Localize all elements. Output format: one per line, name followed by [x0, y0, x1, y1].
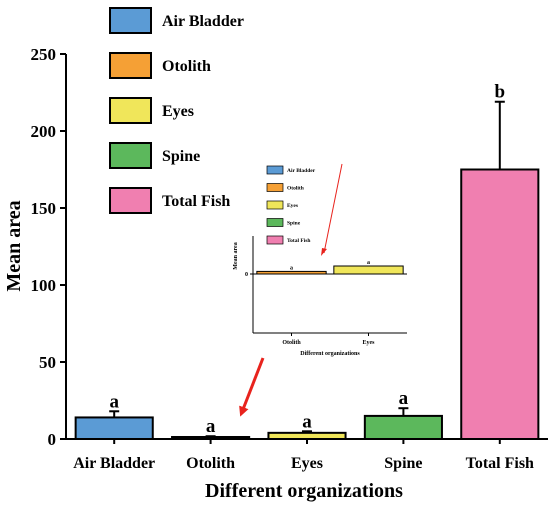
main-legend-label: Eyes — [162, 103, 194, 120]
inset-bar — [333, 265, 404, 275]
inset-x-tick-label: Eyes — [363, 340, 376, 346]
main-x-tick-label: Spine — [384, 455, 422, 472]
main-legend-label: Spine — [162, 148, 200, 165]
main-y-axis-label: Mean area — [3, 200, 25, 291]
main-bar — [74, 416, 154, 441]
inset-x-axis-label: Different organizations — [300, 351, 360, 357]
inset-legend-label: Eyes — [287, 203, 298, 209]
main-legend-swatch — [109, 142, 152, 169]
inset-x-tick-label: Otolith — [282, 340, 301, 346]
inset-legend-label: Spine — [287, 221, 301, 227]
main-significance-letter: a — [206, 416, 216, 437]
inset-bar — [256, 270, 327, 275]
main-legend-swatch — [109, 97, 152, 124]
inset-legend-swatch — [266, 165, 284, 175]
inset-x-ticks: Otolith Eyes — [282, 333, 375, 346]
main-y-tick-label: 200 — [31, 122, 57, 141]
main-x-ticks: Air Bladder Otolith Eyes Spine Total Fish — [73, 439, 534, 472]
inset-significance-letter: a — [290, 265, 293, 271]
inset-legend-label: Otolith — [287, 186, 304, 192]
inset-plot: 0 aa Otolith Eyes Mean area Different org… — [233, 162, 410, 357]
inset-red-arrow — [323, 163, 343, 254]
inset-legend-swatch — [266, 218, 284, 227]
inset-significance-letter: a — [367, 260, 370, 266]
inset-legend: Air Bladder Otolith Eyes Spine Total Fish — [266, 165, 316, 245]
main-red-arrow — [239, 357, 265, 417]
main-legend-label: Total Fish — [162, 193, 230, 210]
main-x-tick-label: Otolith — [186, 455, 235, 472]
main-legend-label: Otolith — [162, 58, 211, 75]
main-y-tick-label: 150 — [31, 199, 57, 218]
inset-legend-swatch — [266, 235, 284, 245]
inset-bars: aa — [256, 260, 404, 275]
inset-y-axis-label: Mean area — [233, 242, 239, 269]
main-significance-letter: a — [109, 391, 119, 412]
main-significance-letter: b — [495, 82, 506, 103]
main-x-tick-label: Air Bladder — [73, 455, 155, 472]
inset-legend-swatch — [266, 200, 284, 210]
main-bar — [171, 435, 251, 440]
main-y-tick-label: 50 — [39, 353, 56, 372]
main-significance-letter: a — [302, 411, 312, 432]
main-legend-swatch — [109, 52, 152, 79]
main-bars: aa aab — [74, 82, 540, 441]
main-legend-swatch — [109, 187, 152, 214]
inset-y-tick-label: 0 — [245, 272, 248, 278]
main-x-tick-label: Total Fish — [466, 455, 534, 472]
main-significance-letter: a — [399, 388, 409, 409]
main-x-tick-label: Eyes — [291, 455, 323, 472]
inset-legend-label: Total Fish — [287, 238, 311, 244]
main-y-tick-label: 100 — [31, 276, 57, 295]
main-bar — [363, 414, 443, 440]
main-x-axis-label: Different organizations — [205, 480, 403, 502]
main-legend-label: Air Bladder — [162, 13, 244, 30]
inset-legend-swatch — [266, 183, 284, 192]
main-y-ticks: 0 50 100 150 200 250 — [31, 45, 66, 449]
main-y-tick-label: 250 — [31, 45, 57, 64]
main-bar — [267, 431, 347, 440]
main-legend-swatch — [109, 7, 152, 34]
inset-red-arrowhead — [321, 248, 327, 256]
main-legend: Air Bladder Otolith Eyes Spine Total Fish — [109, 7, 244, 214]
main-bar — [460, 168, 540, 440]
main-y-tick-label: 0 — [48, 430, 57, 449]
inset-legend-label: Air Bladder — [287, 168, 316, 174]
